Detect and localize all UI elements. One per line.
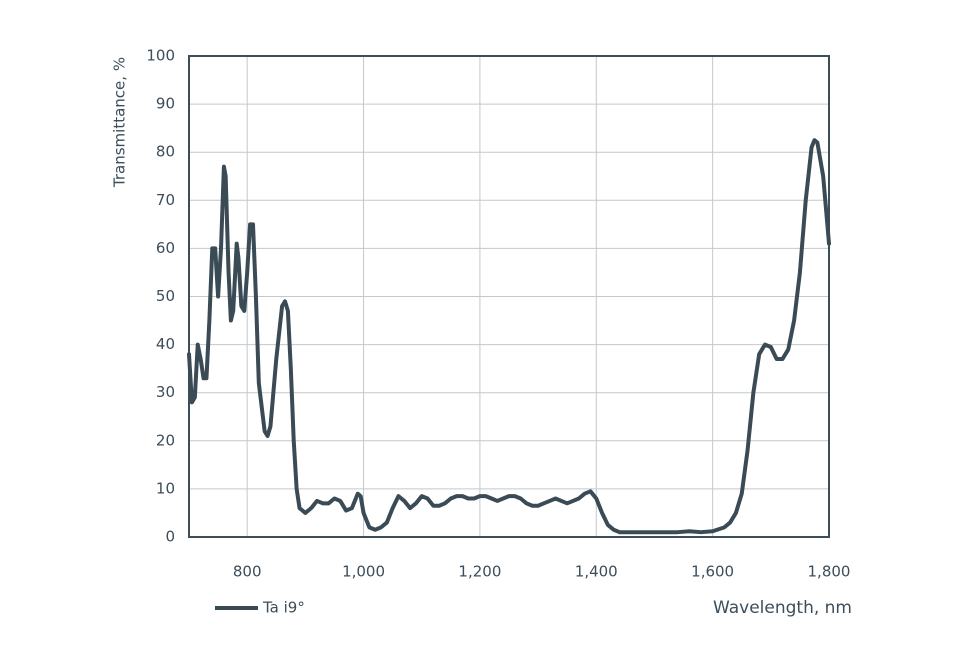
y-tick-label: 0 (165, 528, 175, 546)
x-tick-label: 1,800 (808, 563, 851, 581)
x-axis-label: Wavelength, nm (713, 598, 852, 618)
y-tick-label: 10 (156, 479, 175, 497)
line-series (187, 138, 831, 535)
x-tick-label: 1,600 (691, 563, 734, 581)
y-tick-label: 80 (156, 143, 175, 161)
y-tick-label: 70 (156, 191, 175, 209)
y-tick-label: 100 (146, 47, 175, 65)
legend-label: Ta i9° (262, 599, 305, 617)
y-tick-label: 60 (156, 239, 175, 257)
y-tick-label: 50 (156, 287, 175, 305)
y-axis-label: Transmittance, % (111, 57, 129, 188)
y-tick-label: 20 (156, 431, 175, 449)
plot-frame (188, 55, 830, 538)
y-tick-label: 90 (156, 95, 175, 113)
y-tick-label: 30 (156, 383, 175, 401)
x-tick-label: 1,200 (458, 563, 501, 581)
x-tick-label: 1,400 (575, 563, 618, 581)
y-tick-label: 40 (156, 335, 175, 353)
x-tick-label: 800 (233, 563, 262, 581)
x-tick-label: 1,000 (342, 563, 385, 581)
